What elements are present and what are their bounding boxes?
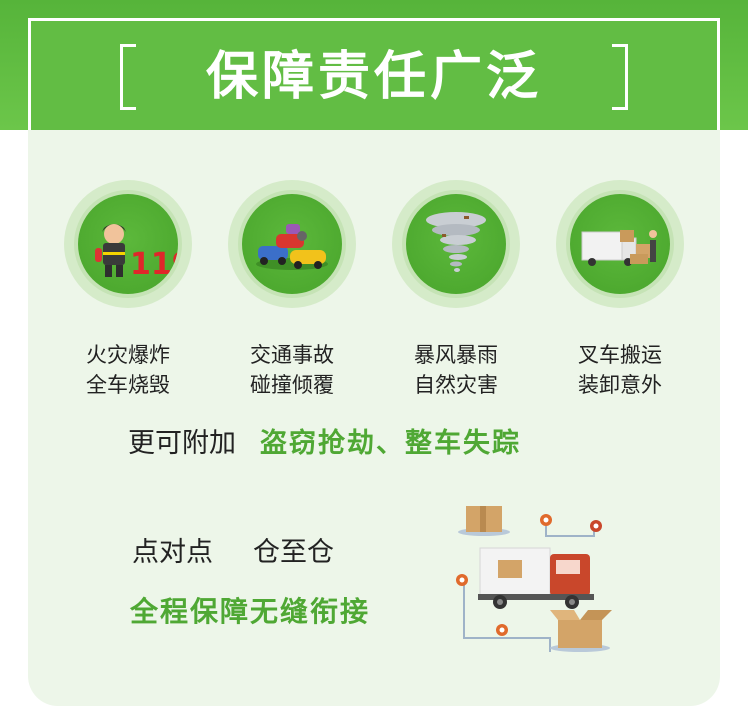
item-line1: 暴风暴雨 (414, 343, 498, 367)
tornado-icon (406, 194, 506, 294)
item-line2: 全车烧毁 (86, 373, 170, 397)
extra-prefix: 更可附加 (128, 428, 236, 459)
extra-highlight: 盗窃抢劫、整车失踪 (260, 428, 521, 459)
svg-text:119: 119 (130, 247, 178, 282)
item-line2: 自然灾害 (414, 373, 498, 397)
page-title: 保障责任广泛 (205, 46, 542, 107)
item-line2: 碰撞倾覆 (250, 373, 334, 397)
extra-coverage: 更可附加 盗窃抢劫、整车失踪 (128, 426, 521, 462)
point-to-point-text: 点对点 (132, 537, 213, 568)
logistics-illustration (450, 500, 640, 660)
item-line1: 叉车搬运 (578, 343, 662, 367)
forklift-cargo-icon (570, 194, 670, 294)
item-line1: 火灾爆炸 (86, 343, 170, 367)
firefighter-icon: 119 (78, 194, 178, 294)
content-card (28, 18, 720, 706)
location-pin-icon (456, 514, 602, 636)
car-crash-icon (242, 194, 342, 294)
item-line2: 装卸意外 (578, 373, 662, 397)
seamless-coverage-text: 全程保障无缝衔接 (130, 595, 371, 628)
left-bracket (120, 44, 136, 110)
right-bracket (612, 44, 628, 110)
item-line1: 交通事故 (250, 343, 334, 367)
delivery-modes: 点对点 仓至仓 (132, 536, 334, 570)
title-block: 保障责任广泛 (120, 44, 628, 110)
warehouse-to-warehouse-text: 仓至仓 (253, 537, 334, 568)
card-header (28, 18, 720, 130)
